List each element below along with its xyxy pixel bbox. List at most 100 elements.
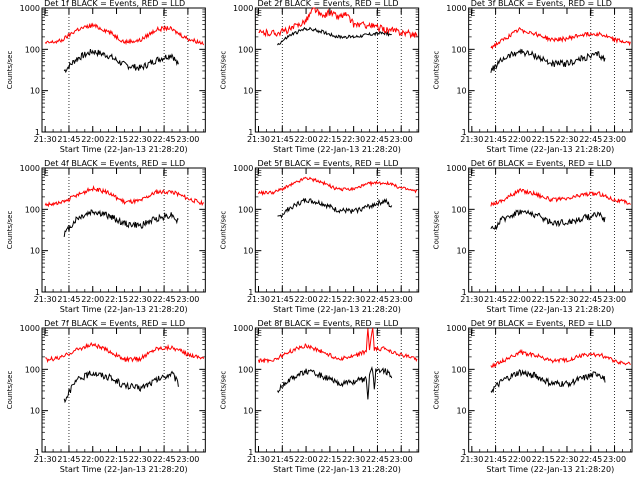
x-tick-label: 21:30 [247,295,270,304]
x-tick-label: 22:30 [555,455,578,464]
y-tick-label: 1 [462,448,467,457]
lld-series-line [258,7,418,39]
x-tick-label: 22:45 [366,135,389,144]
x-tick-label: 22:00 [81,455,104,464]
marker-label: E [44,169,49,178]
y-tick-label: 1000 [233,164,253,173]
y-tick-label: 1 [35,288,40,297]
x-tick-label: 22:45 [579,295,602,304]
y-tick-label: 1000 [446,324,466,333]
marker-label: E [589,329,594,338]
panel-title: Det 7f BLACK = Events, RED = LLD [44,319,185,328]
marker-label: E [163,9,168,18]
x-axis-label: Start Time (22-Jan-13 21:28:20) [60,305,188,314]
x-tick-label: 21:45 [57,295,80,304]
panel-title: Det 6f BLACK = Events, RED = LLD [471,159,612,168]
y-tick-label: 1000 [446,164,466,173]
y-axis-label: Counts/sec [433,211,441,250]
y-axis-label: Counts/sec [219,211,227,250]
y-tick-label: 100 [451,365,466,374]
y-tick-label: 1 [462,288,467,297]
marker-label: E [257,169,262,178]
x-tick-label: 22:45 [153,135,176,144]
y-tick-label: 10 [243,247,253,256]
y-axis-label: Counts/sec [433,51,441,90]
x-axis-label: Start Time (22-Jan-13 21:28:20) [486,145,614,154]
y-tick-label: 10 [243,407,253,416]
marker-label: E [470,9,475,18]
events-series-line [490,369,606,394]
y-tick-label: 10 [30,407,40,416]
x-tick-label: 21:45 [484,295,507,304]
x-tick-label: 21:45 [271,135,294,144]
x-tick-label: 21:45 [271,295,294,304]
panel-title: Det 3f BLACK = Events, RED = LLD [471,0,612,8]
marker-label: E [589,169,594,178]
events-series-line [277,26,392,46]
y-tick-label: 1 [248,128,253,137]
y-tick-label: 100 [25,365,40,374]
x-tick-label: 22:15 [532,455,555,464]
x-tick-label: 22:15 [318,135,341,144]
x-tick-label: 22:00 [508,455,531,464]
panel-title: Det 5f BLACK = Events, RED = LLD [257,159,398,168]
x-axis-label: Start Time (22-Jan-13 21:28:20) [60,145,188,154]
y-axis-label: Counts/sec [433,371,441,410]
x-tick-label: 22:00 [81,295,104,304]
y-axis-label: Counts/sec [6,51,14,90]
x-tick-label: 21:30 [34,295,57,304]
x-axis-label: Start Time (22-Jan-13 21:28:20) [486,305,614,314]
x-tick-label: 23:00 [603,295,626,304]
events-series-line [490,48,606,73]
events-series-line [63,48,179,74]
lld-series-line [258,327,418,364]
events-series-line [277,197,393,219]
x-tick-label: 22:30 [129,295,152,304]
x-tick-label: 22:15 [105,455,128,464]
x-tick-label: 22:45 [153,455,176,464]
x-tick-label: 22:15 [105,135,128,144]
x-tick-label: 22:30 [129,135,152,144]
lld-series-line [490,348,631,369]
marker-label: E [163,329,168,338]
events-series-line [490,209,606,231]
x-tick-label: 23:00 [390,135,413,144]
x-tick-label: 22:30 [555,295,578,304]
plot-frame [468,327,633,453]
x-tick-label: 22:45 [153,295,176,304]
x-tick-label: 23:00 [603,135,626,144]
plot-frame [41,167,206,293]
x-tick-label: 23:00 [603,455,626,464]
x-axis-label: Start Time (22-Jan-13 21:28:20) [273,305,401,314]
plot-frame [41,327,206,453]
y-tick-label: 100 [238,45,253,54]
x-tick-label: 22:30 [342,135,365,144]
plot-frame [468,167,633,293]
y-tick-label: 10 [243,87,253,96]
marker-label: E [44,9,49,18]
marker-label: E [470,329,475,338]
lld-series-line [490,26,631,50]
y-tick-label: 1000 [20,4,40,13]
x-tick-label: 22:00 [81,135,104,144]
x-tick-label: 21:45 [57,135,80,144]
marker-label: E [44,329,49,338]
plot-frame [254,7,420,133]
x-tick-label: 22:30 [342,455,365,464]
x-tick-label: 23:00 [176,295,199,304]
x-tick-label: 21:45 [484,135,507,144]
x-tick-label: 21:30 [34,135,57,144]
y-axis-label: Counts/sec [219,371,227,410]
x-tick-label: 22:45 [366,455,389,464]
plot-frame [41,7,206,133]
x-tick-label: 21:30 [460,135,483,144]
y-tick-label: 100 [238,205,253,214]
y-tick-label: 10 [456,247,466,256]
panel-title: Det 4f BLACK = Events, RED = LLD [44,159,185,168]
lld-series-line [490,187,631,207]
